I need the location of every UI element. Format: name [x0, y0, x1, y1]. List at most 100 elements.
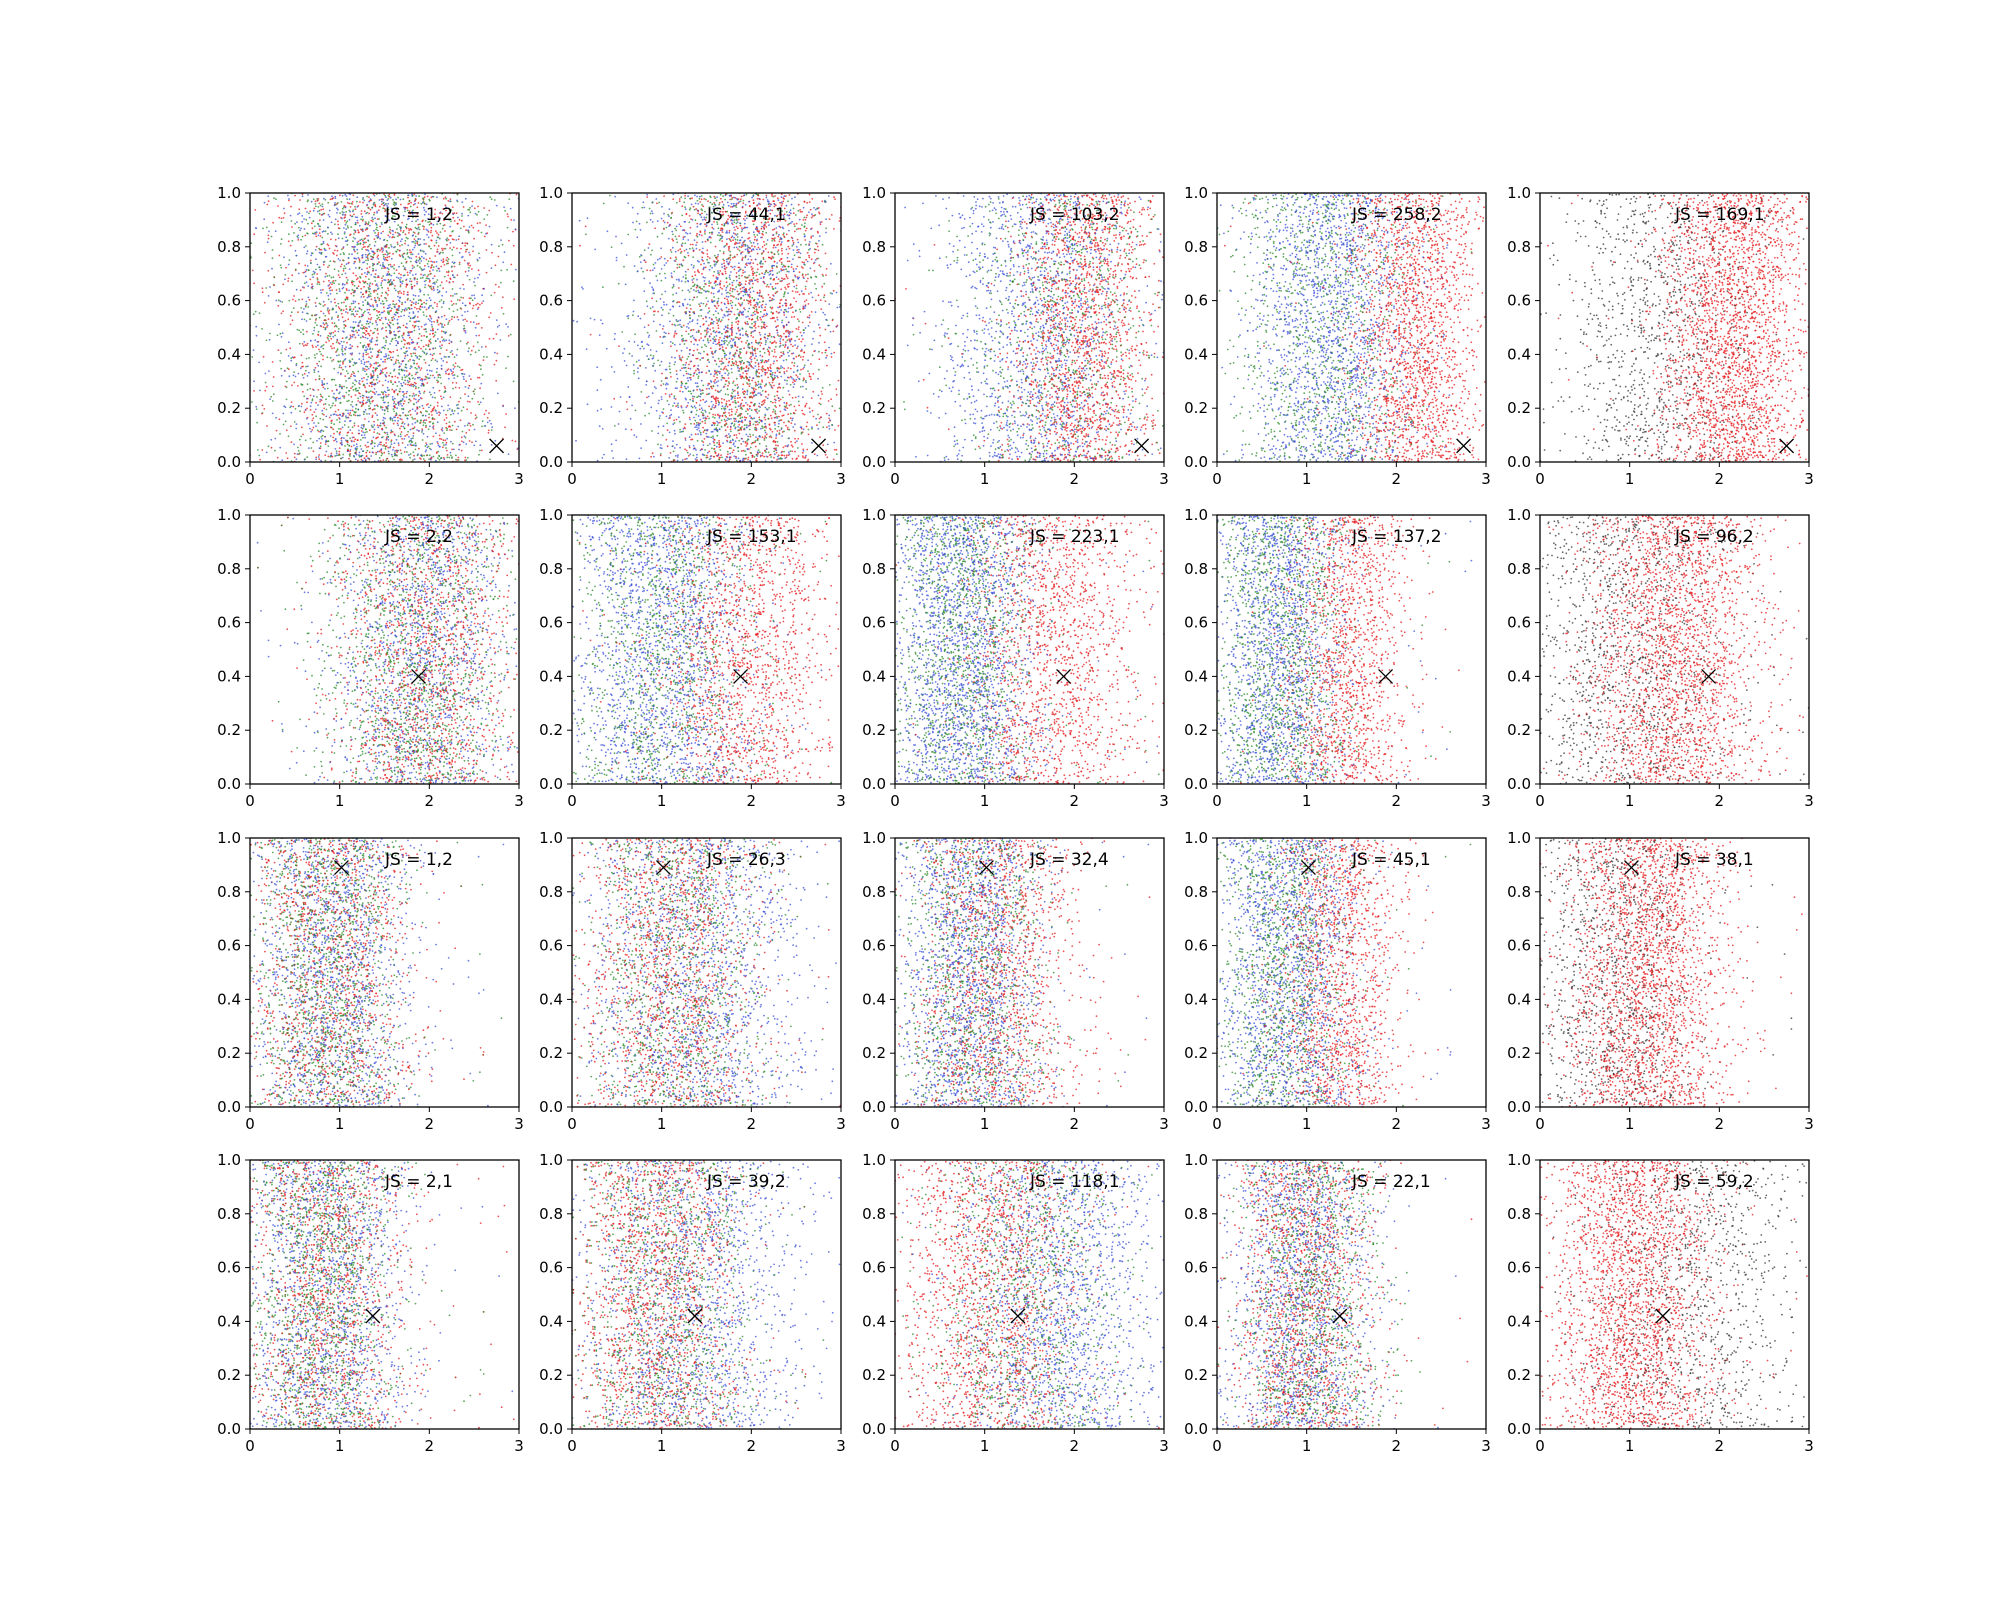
data-point: [413, 231, 415, 233]
data-point: [443, 444, 445, 446]
data-point: [674, 334, 676, 336]
data-point: [440, 396, 442, 398]
data-point: [460, 419, 462, 421]
data-point: [467, 275, 469, 277]
data-point: [290, 412, 292, 414]
data-point: [394, 288, 396, 290]
data-point: [401, 304, 403, 306]
data-point: [305, 306, 307, 308]
data-point: [299, 212, 301, 214]
data-point: [345, 228, 347, 230]
data-point: [278, 299, 280, 301]
data-point: [325, 416, 327, 418]
data-point: [361, 401, 363, 403]
data-point: [473, 294, 475, 296]
data-point: [331, 390, 333, 392]
data-point: [457, 413, 459, 415]
data-point: [396, 228, 398, 230]
data-point: [458, 449, 460, 451]
data-point: [776, 430, 778, 432]
data-point: [382, 275, 384, 277]
data-point: [435, 281, 437, 283]
data-point: [409, 272, 411, 274]
data-point: [322, 322, 324, 324]
data-point: [482, 420, 484, 422]
data-point: [435, 410, 437, 412]
data-point: [442, 249, 444, 251]
data-point: [258, 455, 260, 457]
data-point: [370, 293, 372, 295]
data-point: [322, 289, 324, 291]
data-point: [443, 439, 445, 441]
data-point: [457, 194, 459, 196]
data-point: [762, 356, 764, 358]
data-point: [392, 376, 394, 378]
data-point: [402, 395, 404, 397]
data-point: [345, 392, 347, 394]
data-point: [343, 386, 345, 388]
data-point: [783, 351, 785, 353]
data-point: [339, 386, 341, 388]
data-point: [436, 270, 438, 272]
data-point: [301, 354, 303, 356]
data-point: [323, 430, 325, 432]
data-point: [412, 377, 414, 379]
data-point: [444, 388, 446, 390]
data-point: [342, 337, 344, 339]
data-point: [331, 318, 333, 320]
data-point: [393, 268, 395, 270]
data-point: [302, 272, 304, 274]
data-point: [338, 451, 340, 453]
data-point: [779, 430, 781, 432]
data-point: [430, 267, 432, 269]
data-point: [412, 274, 414, 276]
data-point: [372, 370, 374, 372]
data-point: [331, 221, 333, 223]
data-point: [332, 252, 334, 254]
data-point: [447, 323, 449, 325]
data-point: [375, 269, 377, 271]
data-point: [386, 199, 388, 201]
data-point: [702, 399, 704, 401]
data-point: [317, 264, 319, 266]
data-point: [397, 322, 399, 324]
data-point: [371, 299, 373, 301]
data-point: [478, 253, 480, 255]
data-point: [414, 395, 416, 397]
data-point: [764, 430, 766, 432]
data-point: [397, 319, 399, 321]
data-point: [355, 394, 357, 396]
data-point: [447, 200, 449, 202]
data-point: [708, 418, 710, 420]
data-point: [322, 359, 324, 361]
data-point: [430, 230, 432, 232]
data-point: [452, 364, 454, 366]
data-point: [457, 459, 459, 461]
data-point: [475, 335, 477, 337]
data-point: [496, 319, 498, 321]
data-point: [319, 418, 321, 420]
data-point: [339, 288, 341, 290]
data-point: [329, 210, 331, 212]
data-point: [344, 375, 346, 377]
data-point: [453, 449, 455, 451]
data-point: [314, 208, 316, 210]
data-point: [355, 337, 357, 339]
data-point: [442, 340, 444, 342]
data-point: [426, 309, 428, 311]
data-point: [320, 311, 322, 313]
data-point: [467, 264, 469, 266]
data-point: [382, 264, 384, 266]
data-point: [479, 222, 481, 224]
data-point: [749, 283, 751, 285]
data-point: [404, 343, 406, 345]
data-point: [502, 405, 504, 407]
data-point: [333, 414, 335, 416]
data-point: [733, 391, 735, 393]
data-point: [333, 433, 335, 435]
data-point: [413, 352, 415, 354]
data-point: [477, 401, 479, 403]
data-point: [290, 360, 292, 362]
data-point: [441, 326, 443, 328]
data-point: [300, 228, 302, 230]
